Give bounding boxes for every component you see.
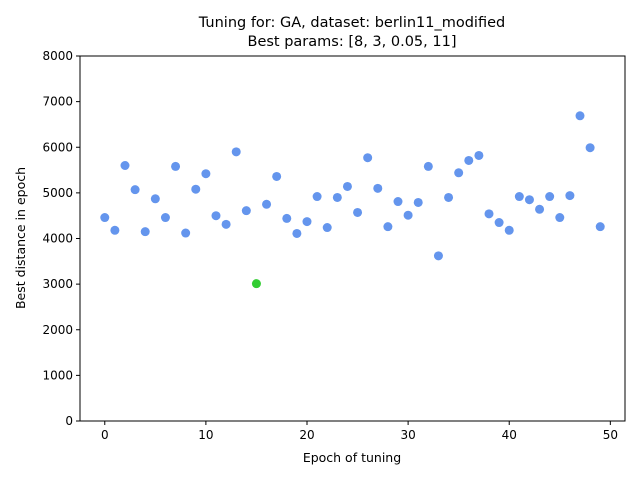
data-point [585,143,595,153]
y-tick-label: 5000 [42,186,73,200]
data-point [322,223,332,233]
chart-title-line1: Tuning for: GA, dataset: berlin11_modifi… [198,15,505,31]
data-point [423,161,433,171]
data-point [110,225,120,235]
data-point [565,191,575,201]
y-tick-label: 0 [65,414,73,428]
y-tick-label: 3000 [42,277,73,291]
y-axis-ticks: 0 1000 2000 3000 4000 5000 6000 7000 8000 [42,49,80,428]
data-point [282,213,292,223]
y-tick-label: 8000 [42,49,73,63]
best-point [251,279,261,289]
x-tick-label: 10 [198,428,213,442]
data-point [312,192,322,202]
data-point [535,204,545,214]
data-point [262,199,272,209]
data-point [393,197,403,207]
data-point [181,228,191,238]
data-point [555,213,565,223]
data-point [373,183,383,193]
data-point [231,147,241,157]
x-axis-label: Epoch of tuning [303,450,401,465]
data-point [484,209,494,219]
plot-frame [79,55,626,422]
data-point [201,169,211,179]
data-point [120,161,130,170]
data-point [332,192,342,202]
y-axis-label: Best distance in epoch [13,167,28,309]
data-point [130,185,140,195]
data-point [524,195,534,205]
x-tick-label: 0 [101,428,109,442]
data-point [474,150,484,160]
data-point [464,155,474,165]
y-tick-label: 6000 [42,140,73,154]
x-tick-label: 50 [603,428,618,442]
y-tick-label: 1000 [42,368,73,382]
data-point [444,192,454,202]
y-tick-label: 7000 [42,95,73,109]
data-point [100,213,110,223]
data-point [454,168,464,178]
data-point [140,227,150,237]
data-point [150,194,160,204]
y-tick-label: 2000 [42,323,73,337]
data-point [433,251,443,261]
data-point [160,213,170,223]
data-point [353,207,363,217]
y-tick-label: 4000 [42,232,73,246]
x-tick-label: 20 [299,428,314,442]
data-points [100,111,605,289]
x-axis-ticks: 0 10 20 30 40 50 [101,421,618,442]
data-point [221,219,231,229]
data-point [403,210,413,220]
data-point [211,211,221,221]
data-point [241,206,251,216]
data-point [494,218,504,228]
data-point [171,161,181,171]
data-point [191,184,201,194]
x-tick-label: 40 [502,428,517,442]
data-point [514,192,524,202]
data-point [413,197,423,207]
data-point [575,111,585,121]
data-point [302,217,312,227]
data-point [383,222,393,232]
data-point [504,225,514,235]
data-point [292,228,302,238]
chart-title-line2: Best params: [8, 3, 0.05, 11] [248,34,457,50]
x-tick-label: 30 [400,428,415,442]
data-point [342,181,352,191]
data-point [272,171,282,181]
data-point [363,153,373,163]
data-point [545,192,555,202]
data-point [595,222,605,232]
